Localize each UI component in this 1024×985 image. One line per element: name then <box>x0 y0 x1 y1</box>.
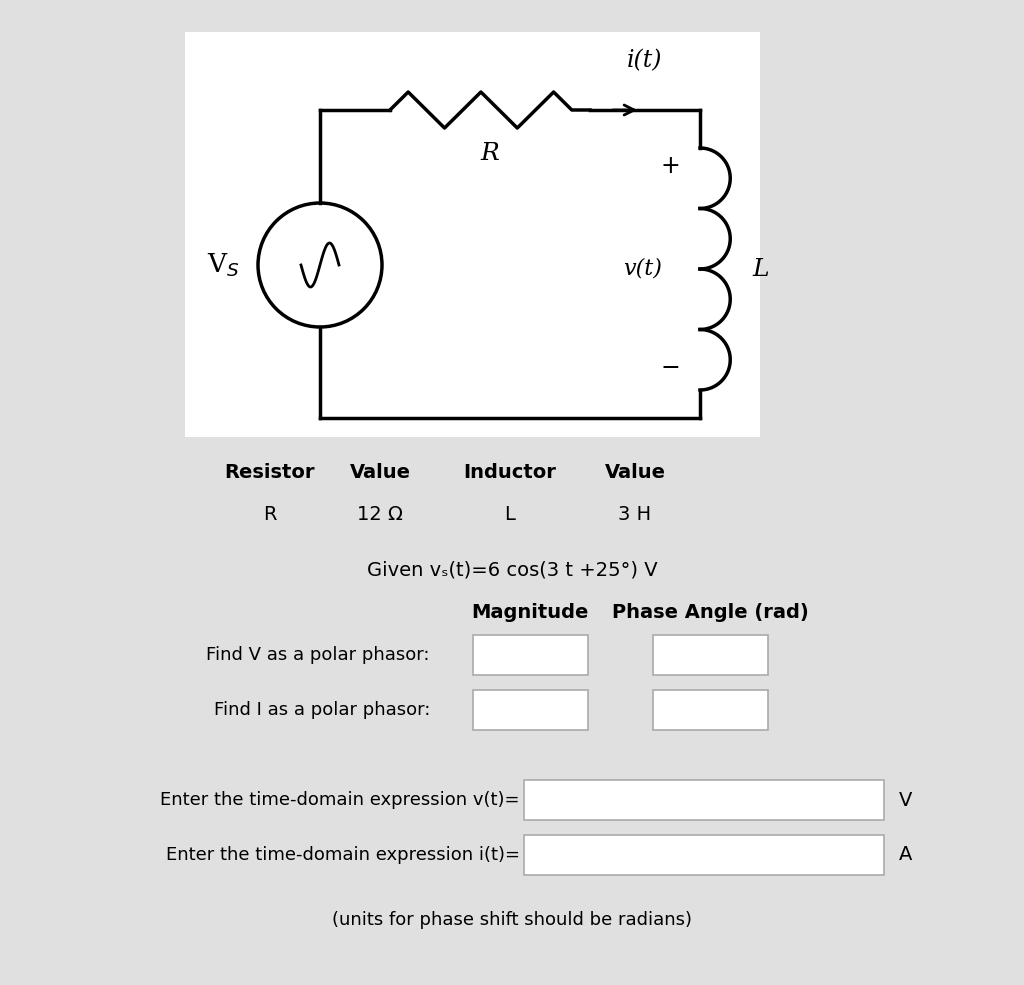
FancyBboxPatch shape <box>472 690 588 730</box>
Text: v(t): v(t) <box>624 258 662 280</box>
FancyBboxPatch shape <box>524 835 884 875</box>
Text: Magnitude: Magnitude <box>471 604 589 623</box>
Text: V: V <box>899 791 912 810</box>
FancyBboxPatch shape <box>472 635 588 675</box>
Text: Find I as a polar phasor:: Find I as a polar phasor: <box>214 701 430 719</box>
Text: V$_S$: V$_S$ <box>207 251 240 279</box>
Text: R: R <box>480 142 500 165</box>
Text: Resistor: Resistor <box>224 463 315 482</box>
Text: +: + <box>660 154 680 178</box>
FancyBboxPatch shape <box>524 780 884 820</box>
Text: 12 Ω: 12 Ω <box>357 504 402 523</box>
Text: Enter the time-domain expression i(t)=: Enter the time-domain expression i(t)= <box>166 846 520 864</box>
FancyBboxPatch shape <box>185 32 760 437</box>
Text: (units for phase shift should be radians): (units for phase shift should be radians… <box>332 911 692 929</box>
Text: 3 H: 3 H <box>618 504 651 523</box>
Text: L: L <box>505 504 515 523</box>
Text: Value: Value <box>349 463 411 482</box>
FancyBboxPatch shape <box>652 690 768 730</box>
FancyBboxPatch shape <box>652 635 768 675</box>
Text: A: A <box>899 845 912 865</box>
Text: R: R <box>263 504 276 523</box>
Text: Find V as a polar phasor:: Find V as a polar phasor: <box>207 646 430 664</box>
Text: i(t): i(t) <box>628 49 663 72</box>
Text: Enter the time-domain expression v(t)=: Enter the time-domain expression v(t)= <box>161 791 520 809</box>
Text: Value: Value <box>604 463 666 482</box>
Text: Given vₛ(t)=6 cos(3 t +25°) V: Given vₛ(t)=6 cos(3 t +25°) V <box>367 560 657 579</box>
Text: −: − <box>660 356 680 380</box>
Text: L: L <box>752 257 769 281</box>
Text: Inductor: Inductor <box>464 463 556 482</box>
Text: Phase Angle (rad): Phase Angle (rad) <box>611 604 808 623</box>
